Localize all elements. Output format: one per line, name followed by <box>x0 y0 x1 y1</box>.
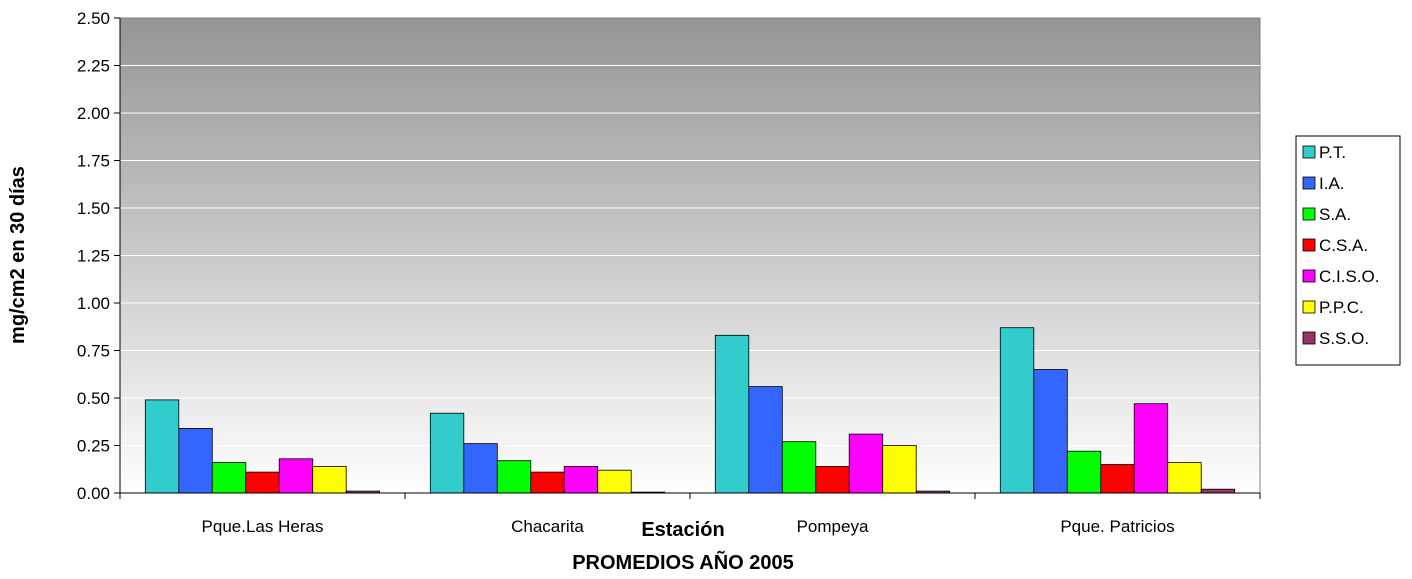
bar <box>1167 462 1202 494</box>
legend-label: C.I.S.O. <box>1319 267 1379 286</box>
chart-title: PROMEDIOS AÑO 2005 <box>572 551 794 574</box>
bar <box>278 458 314 494</box>
y-tick-label: 2.00 <box>77 104 110 123</box>
bar <box>815 465 850 494</box>
legend: P.T. I.A. S.A. C.S.A. C.I.S.O. P.P.C. S.S.O. <box>1295 135 1401 366</box>
x-tick-label: Pompeya <box>797 517 869 536</box>
x-tick-label: Pque.Las Heras <box>202 517 324 536</box>
bar <box>882 445 917 494</box>
legend-label: I.A. <box>1319 174 1345 193</box>
bar <box>563 465 599 494</box>
bar <box>211 462 247 494</box>
y-tick-labels: 0.00 0.25 0.50 0.75 1.00 1.25 1.50 1.75 2.00 2.25… <box>77 9 110 503</box>
legend-label: S.A. <box>1319 205 1351 224</box>
bar <box>312 465 347 494</box>
bar <box>1066 450 1102 494</box>
bar <box>748 386 783 494</box>
y-tick-label: 1.50 <box>77 199 110 218</box>
bar <box>496 460 532 494</box>
x-tick-labels: Pque.Las Heras Chacarita Pompeya Pque. Patr… <box>202 517 1175 536</box>
y-tick-label: 0.50 <box>77 389 110 408</box>
y-tick-label: 0.25 <box>77 437 110 456</box>
x-tick-label: Chacarita <box>511 517 584 536</box>
y-tick-label: 0.75 <box>77 342 110 361</box>
axes <box>114 17 1261 499</box>
legend-swatch <box>1302 176 1316 190</box>
x-tick-label: Pque. Patricios <box>1060 517 1174 536</box>
bar <box>463 443 498 494</box>
legend-label: C.S.A. <box>1319 236 1368 255</box>
legend-swatch <box>1302 331 1316 345</box>
bar <box>1133 403 1169 494</box>
y-tick-label: 2.25 <box>77 57 110 76</box>
bar <box>781 441 817 494</box>
legend-swatch <box>1302 238 1316 252</box>
legend-swatch <box>1302 145 1316 159</box>
bar <box>1033 369 1068 494</box>
bar <box>597 469 632 494</box>
y-tick-label: 1.25 <box>77 247 110 266</box>
legend-swatch <box>1302 207 1316 221</box>
bar <box>144 399 180 494</box>
bars <box>144 327 1236 494</box>
legend-swatch <box>1302 300 1316 314</box>
bar <box>714 334 750 494</box>
bar <box>245 471 280 494</box>
y-axis-title: mg/cm2 en 30 días <box>7 166 29 344</box>
legend-swatch <box>1302 269 1316 283</box>
y-tick-label: 0.00 <box>77 484 110 503</box>
gridlines <box>120 65 1260 446</box>
bar <box>530 471 565 494</box>
bar <box>178 427 213 494</box>
legend-label: P.T. <box>1319 143 1346 162</box>
bar <box>1200 488 1236 494</box>
bar <box>1100 464 1135 494</box>
legend-label: S.S.O. <box>1319 329 1369 348</box>
y-tick-label: 2.50 <box>77 9 110 28</box>
bar <box>429 412 465 494</box>
bar <box>848 433 884 494</box>
x-axis-title: Estación <box>641 519 724 541</box>
legend-label: P.P.C. <box>1319 298 1364 317</box>
y-tick-label: 1.75 <box>77 152 110 171</box>
bar <box>999 327 1035 494</box>
y-tick-label: 1.00 <box>77 294 110 313</box>
